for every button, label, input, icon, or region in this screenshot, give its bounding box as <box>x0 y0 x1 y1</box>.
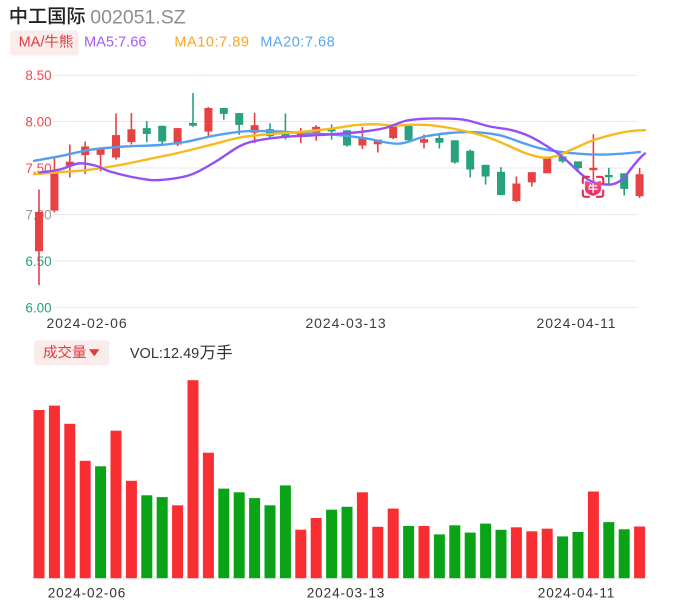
svg-text:2024-02-06: 2024-02-06 <box>46 315 127 331</box>
svg-text:2024-03-13: 2024-03-13 <box>307 585 386 600</box>
svg-text:MA10:7.89: MA10:7.89 <box>174 35 249 51</box>
svg-text:6.00: 6.00 <box>25 300 51 315</box>
svg-text:2024-04-11: 2024-04-11 <box>538 585 616 600</box>
svg-text:8.00: 8.00 <box>25 114 51 129</box>
svg-text:MA5:7.66: MA5:7.66 <box>84 35 146 51</box>
svg-text:2024-03-13: 2024-03-13 <box>305 315 386 331</box>
svg-text:VOL:12.49: VOL:12.49 <box>130 346 199 362</box>
svg-text:8.50: 8.50 <box>25 68 51 83</box>
svg-text:MA/: MA/ <box>19 35 46 51</box>
svg-text:MA20:7.68: MA20:7.68 <box>260 35 335 51</box>
svg-text:2024-04-11: 2024-04-11 <box>536 315 616 331</box>
svg-text:002051.SZ: 002051.SZ <box>90 6 185 28</box>
svg-text:2024-02-06: 2024-02-06 <box>48 585 127 600</box>
